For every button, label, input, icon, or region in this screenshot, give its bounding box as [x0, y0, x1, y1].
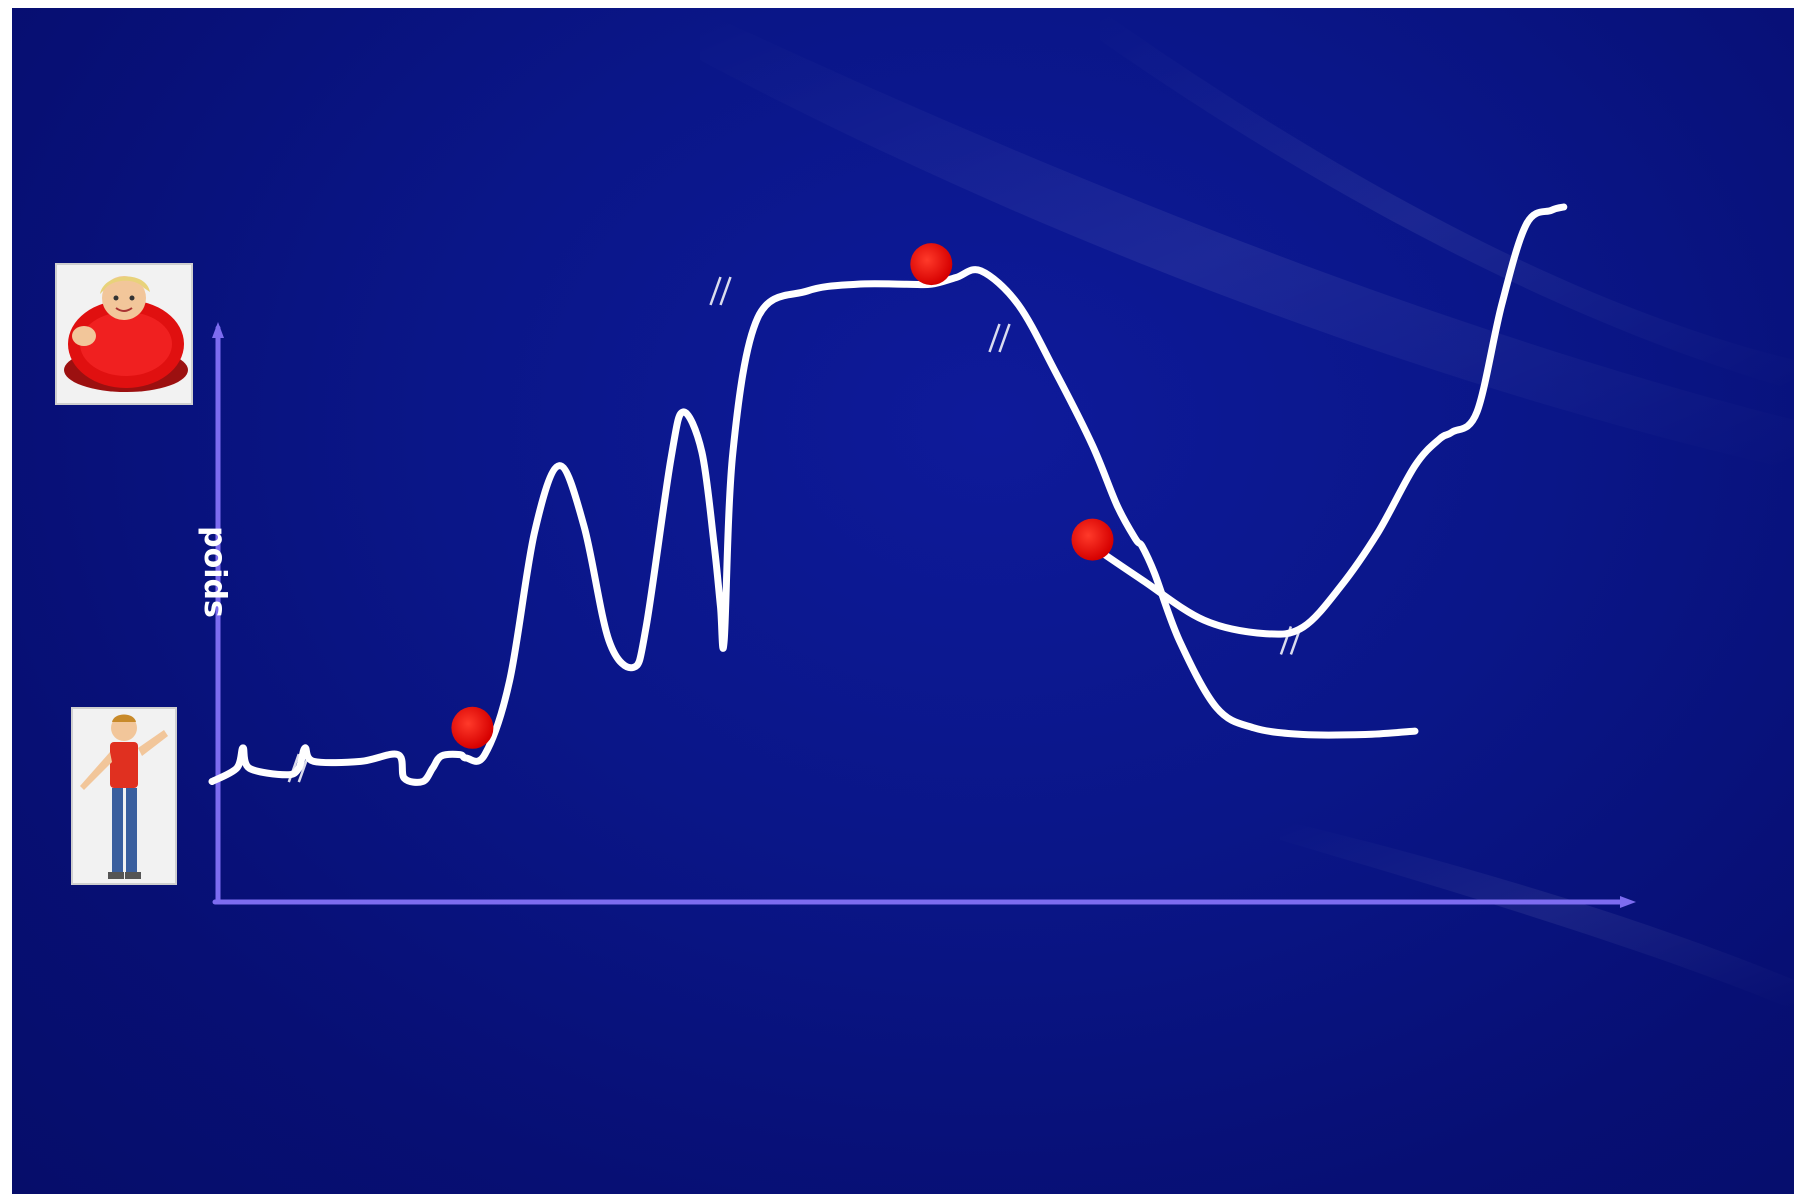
overweight-person-icon — [55, 263, 193, 405]
axis-break-mark-1 — [287, 753, 310, 783]
marker-layer — [451, 243, 1114, 749]
transition-marker-2 — [910, 243, 953, 286]
weight-curve-2 — [1089, 203, 1568, 638]
background-streaks — [700, 10, 1794, 1010]
axis-break-mark-2 — [709, 276, 732, 306]
x-axis-arrow — [1620, 896, 1636, 908]
slim-person-icon — [71, 707, 177, 885]
slide-background — [12, 8, 1794, 1194]
weight-curve-1 — [208, 266, 1419, 786]
transition-marker-3 — [1071, 518, 1114, 561]
break-mark-layer — [287, 276, 1303, 783]
axis-break-mark-4 — [1279, 625, 1303, 655]
series-layer — [208, 203, 1568, 786]
transition-marker-1 — [451, 706, 494, 749]
axis-break-mark-3 — [988, 323, 1011, 353]
y-axis-arrow — [212, 322, 224, 338]
y-axis-label: poids — [197, 526, 232, 618]
axes — [212, 322, 1636, 908]
